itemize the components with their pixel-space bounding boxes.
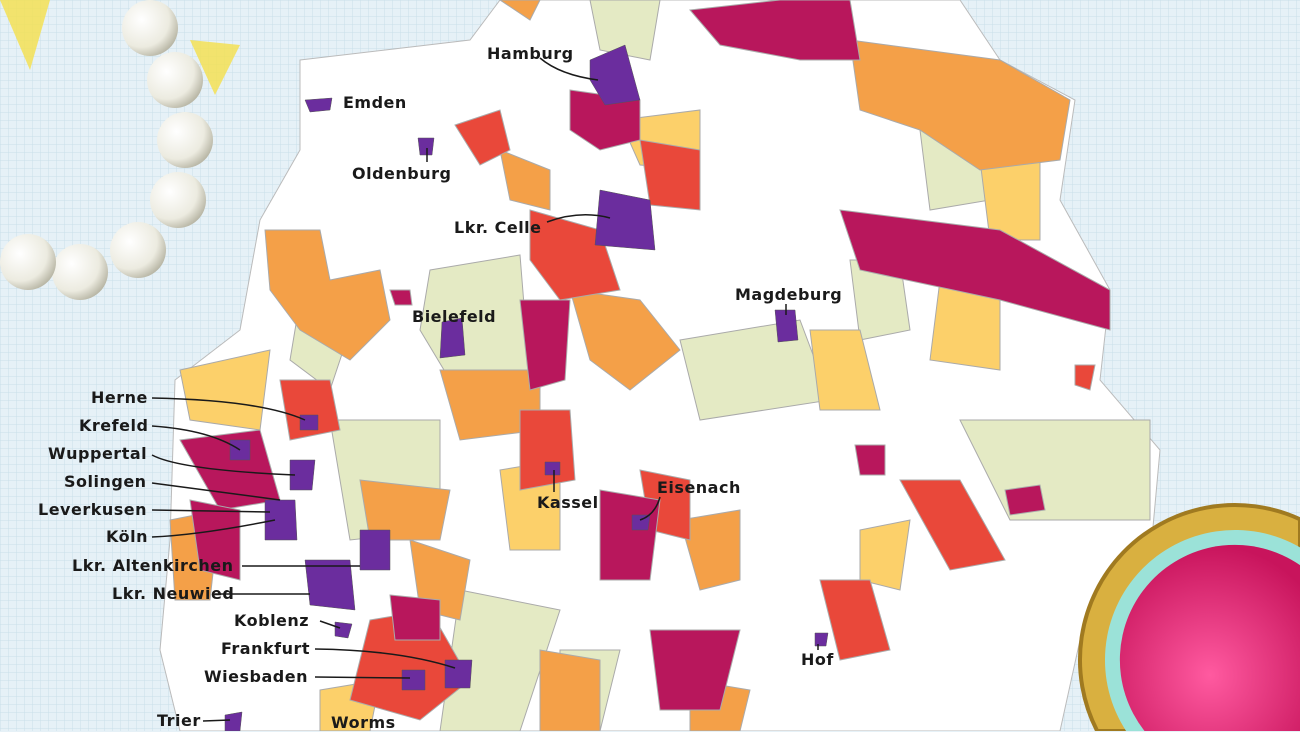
- area-trier: [224, 711, 243, 731]
- label-lkr-celle: Lkr. Celle: [454, 218, 542, 237]
- label-lkr-altenkirchen: Lkr. Altenkirchen: [72, 556, 234, 575]
- area-kassel: [544, 461, 561, 476]
- label-trier: Trier: [157, 711, 201, 730]
- pink-gemstone: [1078, 503, 1300, 731]
- area-frankfurt: [444, 659, 473, 689]
- area-eisenach: [631, 514, 651, 531]
- leader-lines: [151, 57, 819, 722]
- label-herne: Herne: [91, 388, 148, 407]
- area-koeln: [264, 499, 298, 541]
- label-solingen: Solingen: [64, 472, 147, 491]
- regions-orange: [169, 0, 1071, 731]
- label-emden: Emden: [343, 93, 407, 112]
- area-hamburg: [589, 44, 641, 106]
- label-oldenburg: Oldenburg: [352, 164, 452, 183]
- area-bielefeld: [439, 317, 466, 359]
- label-leverkusen: Leverkusen: [38, 500, 148, 519]
- label-hamburg: Hamburg: [487, 44, 574, 63]
- label-koeln: Köln: [106, 527, 148, 546]
- label-hof: Hof: [801, 650, 834, 669]
- area-oldenburg: [417, 137, 435, 156]
- area-neuwied: [304, 559, 356, 611]
- label-lkr-neuwied: Lkr. Neuwied: [112, 584, 235, 603]
- area-celle: [594, 189, 656, 251]
- label-magdeburg: Magdeburg: [735, 285, 843, 304]
- area-wuppertal: [289, 459, 316, 491]
- label-eisenach: Eisenach: [657, 478, 741, 497]
- area-emden: [304, 97, 333, 113]
- regions-magenta: [179, 0, 1111, 711]
- area-wiesbaden: [401, 669, 426, 691]
- pearl-necklace: [0, 0, 240, 300]
- label-worms: Worms: [331, 713, 396, 732]
- label-bielefeld: Bielefeld: [412, 307, 497, 326]
- label-frankfurt: Frankfurt: [221, 639, 311, 658]
- label-krefeld: Krefeld: [79, 416, 149, 435]
- area-hof: [814, 632, 829, 647]
- regions-purple: [224, 44, 829, 731]
- area-herne: [299, 414, 319, 431]
- label-wiesbaden: Wiesbaden: [204, 667, 308, 686]
- label-koblenz: Koblenz: [234, 611, 310, 630]
- area-magdeburg: [774, 309, 799, 343]
- label-wuppertal: Wuppertal: [48, 444, 148, 463]
- area-koblenz: [334, 621, 353, 639]
- area-altenkirchen: [359, 529, 391, 571]
- label-kassel: Kassel: [537, 493, 599, 512]
